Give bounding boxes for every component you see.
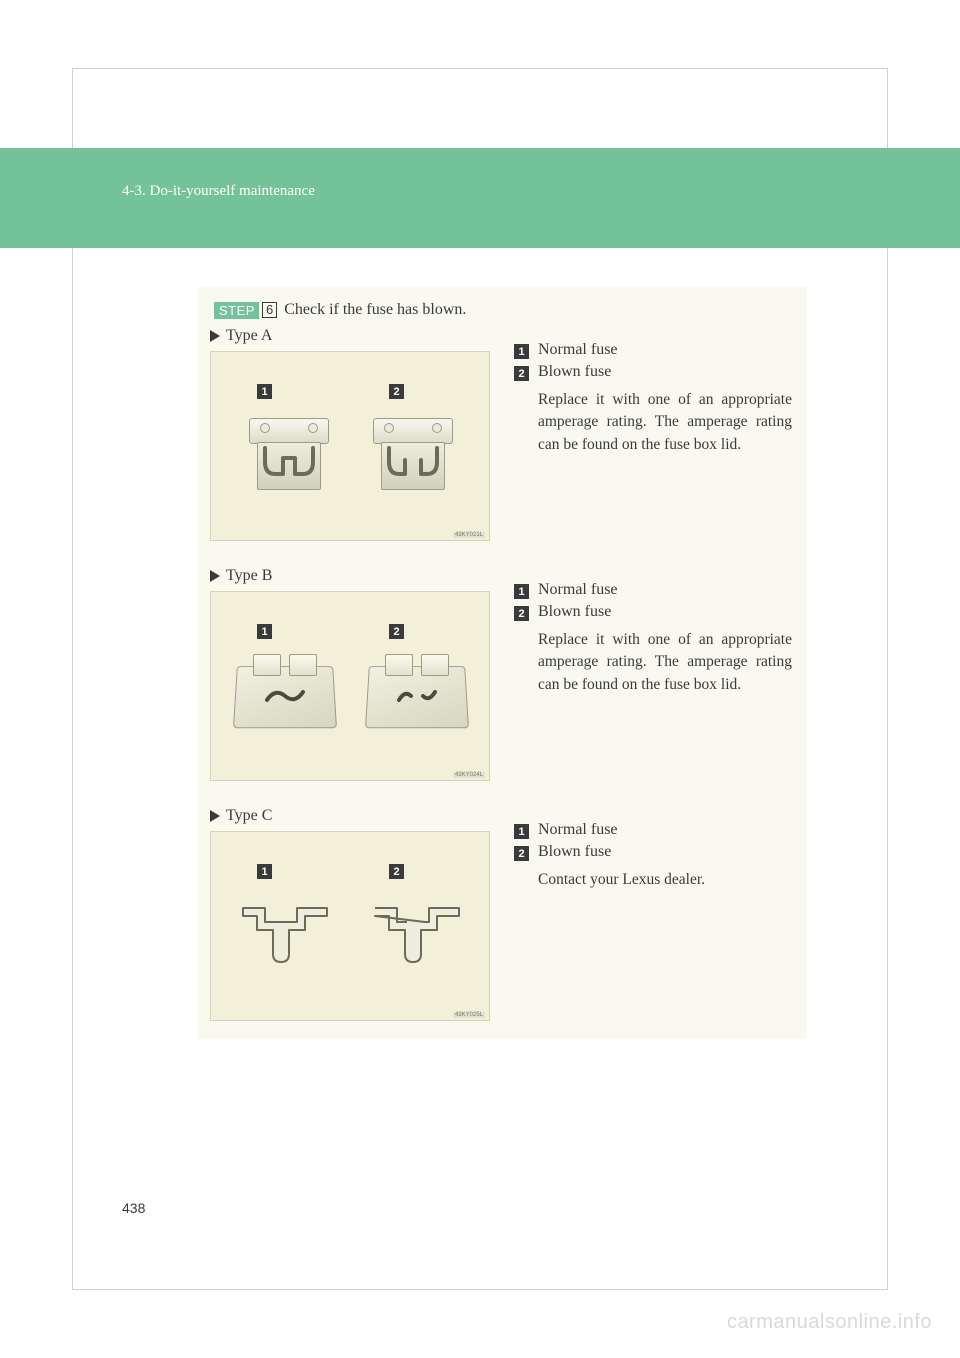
item-badge: 2 [514,366,529,381]
type-label: Type A [226,327,272,345]
item-description: Replace it with one of an appropriate am… [538,389,792,456]
item-text: Blown fuse [538,603,611,621]
fuse-pair [231,890,471,1000]
item-badge: 2 [514,846,529,861]
item-description: Contact your Lexus dealer. [538,869,792,891]
diagram-code: 43KY021L [453,532,485,538]
callout-2: 2 [389,384,404,399]
diagram-type-b: 1 2 43KY024L [210,591,490,781]
callout-1: 1 [257,864,272,879]
item-description: Replace it with one of an appropriate am… [538,629,792,696]
diagram-type-a: 1 2 43KY021L [210,351,490,541]
fuse-a-normal [239,418,339,498]
callout-2: 2 [389,624,404,639]
diagram-type-c: 1 2 43KY025L [210,831,490,1021]
section-type-c: Type C 1 2 43KY025L 1 [210,807,794,1021]
fuse-b-normal [231,650,339,746]
section-header-text: 4-3. Do-it-yourself maintenance [122,183,315,200]
right-column: 1 Normal fuse 2 Blown fuse Replace it wi… [514,581,792,696]
right-column: 1 Normal fuse 2 Blown fuse Contact your … [514,821,792,891]
item-1: 1 Normal fuse [514,821,792,839]
step-text: Check if the fuse has blown. [284,301,466,319]
item-text: Blown fuse [538,843,611,861]
item-1: 1 Normal fuse [514,341,792,359]
fuse-b-blown [363,650,471,746]
item-badge: 1 [514,824,529,839]
triangle-bullet-icon [210,810,220,822]
content-panel: STEP 6 Check if the fuse has blown. Type… [197,287,807,1039]
item-text: Normal fuse [538,581,618,599]
step-badge: STEP [214,302,259,319]
item-badge: 1 [514,584,529,599]
item-2: 2 Blown fuse [514,843,792,861]
callout-1: 1 [257,624,272,639]
item-text: Blown fuse [538,363,611,381]
callout-1: 1 [257,384,272,399]
right-column: 1 Normal fuse 2 Blown fuse Replace it wi… [514,341,792,456]
diagram-code: 43KY024L [453,772,485,778]
fuse-c-blown [363,890,471,980]
page-number: 438 [122,1200,145,1216]
type-label: Type C [226,807,272,825]
step-line: STEP 6 Check if the fuse has blown. [214,301,466,319]
item-text: Normal fuse [538,341,618,359]
triangle-bullet-icon [210,330,220,342]
item-badge: 1 [514,344,529,359]
type-label: Type B [226,567,272,585]
step-number: 6 [262,302,277,318]
fuse-c-normal [231,890,339,980]
fuse-pair [231,410,471,520]
section-type-b: Type B 1 2 43KY024L 1 Normal fuse [210,567,794,781]
triangle-bullet-icon [210,570,220,582]
item-2: 2 Blown fuse [514,363,792,381]
item-badge: 2 [514,606,529,621]
section-type-a: Type A 1 2 43KY021L 1 Normal fuse [210,327,794,541]
item-1: 1 Normal fuse [514,581,792,599]
diagram-code: 43KY025L [453,1012,485,1018]
fuse-a-blown [363,418,463,498]
callout-2: 2 [389,864,404,879]
item-2: 2 Blown fuse [514,603,792,621]
item-text: Normal fuse [538,821,618,839]
watermark: carmanualsonline.info [727,1311,932,1334]
fuse-pair [231,650,471,760]
